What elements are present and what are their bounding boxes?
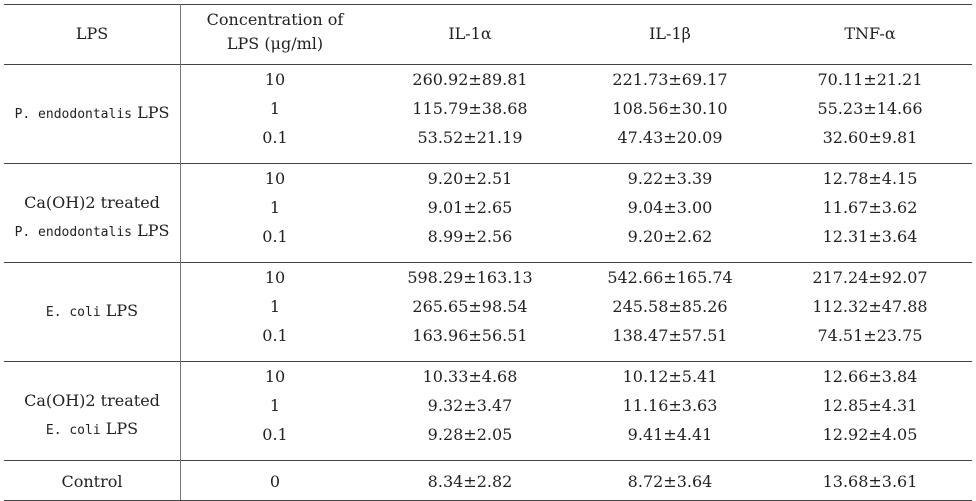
control-il1a: 8.34±2.82 bbox=[427, 472, 513, 491]
cell-conc: 10 bbox=[264, 70, 286, 89]
cell-conc: 1 bbox=[269, 396, 281, 415]
column-divider bbox=[180, 4, 181, 500]
group-bottom-rule bbox=[4, 460, 972, 461]
group-label-organism: P. endodontalis bbox=[14, 106, 132, 122]
cell-conc: 1 bbox=[269, 198, 281, 217]
cell-conc: 0.1 bbox=[262, 425, 288, 444]
group-bottom-rule bbox=[4, 163, 972, 164]
cell-tnfa: 55.23±14.66 bbox=[817, 99, 923, 118]
cell-tnfa: 12.31±3.64 bbox=[822, 227, 918, 246]
header-il1b: IL-1β bbox=[649, 24, 691, 43]
cell-il1a: 260.92±89.81 bbox=[412, 70, 528, 89]
cell-il1a: 9.28±2.05 bbox=[427, 425, 513, 444]
cell-il1b: 138.47±57.51 bbox=[612, 326, 728, 345]
group-label-organism: P. endodontalis bbox=[14, 224, 132, 240]
cell-il1a: 8.99±2.56 bbox=[427, 227, 513, 246]
cell-il1b: 47.43±20.09 bbox=[617, 128, 723, 147]
cell-conc: 0.1 bbox=[262, 326, 288, 345]
group-label-suffix: LPS bbox=[131, 102, 170, 122]
cell-il1a: 9.32±3.47 bbox=[427, 396, 513, 415]
cell-tnfa: 74.51±23.75 bbox=[817, 326, 923, 345]
group-label-suffix: LPS bbox=[100, 418, 139, 438]
group-bottom-rule bbox=[4, 361, 972, 362]
cell-il1a: 53.52±21.19 bbox=[417, 128, 523, 147]
cell-conc: 0.1 bbox=[262, 227, 288, 246]
cell-il1b: 9.22±3.39 bbox=[627, 169, 713, 188]
cell-conc: 0.1 bbox=[262, 128, 288, 147]
cell-tnfa: 217.24±92.07 bbox=[812, 268, 928, 287]
control-label: Control bbox=[61, 472, 123, 491]
cell-il1b: 542.66±165.74 bbox=[607, 268, 733, 287]
cell-il1a: 598.29±163.13 bbox=[407, 268, 533, 287]
group-label-prefix: Ca(OH)2 treated bbox=[24, 390, 160, 410]
cell-conc: 10 bbox=[264, 169, 286, 188]
group-label-suffix: LPS bbox=[131, 220, 170, 240]
group-label-organism: E. coli bbox=[45, 422, 101, 438]
cell-tnfa: 11.67±3.62 bbox=[822, 198, 918, 217]
cell-il1a: 265.65±98.54 bbox=[412, 297, 528, 316]
group-label: E. coli LPS bbox=[4, 301, 180, 323]
cell-il1b: 11.16±3.63 bbox=[622, 396, 718, 415]
cell-il1a: 163.96±56.51 bbox=[412, 326, 528, 345]
header-concentration-line1: Concentration of bbox=[206, 10, 344, 29]
group-label-suffix: LPS bbox=[100, 300, 139, 320]
cell-il1b: 9.04±3.00 bbox=[627, 198, 713, 217]
cell-tnfa: 112.32±47.88 bbox=[812, 297, 928, 316]
cell-tnfa: 12.85±4.31 bbox=[822, 396, 918, 415]
group-label: Ca(OH)2 treated E. coli LPS bbox=[4, 387, 180, 445]
cell-il1a: 9.01±2.65 bbox=[427, 198, 513, 217]
cell-il1a: 9.20±2.51 bbox=[427, 169, 513, 188]
cell-tnfa: 12.78±4.15 bbox=[822, 169, 918, 188]
cell-conc: 1 bbox=[269, 99, 281, 118]
group-label-organism: E. coli bbox=[45, 304, 101, 320]
header-concentration-line2: LPS (μg/ml) bbox=[226, 34, 324, 53]
group-label: Ca(OH)2 treated P. endodontalis LPS bbox=[4, 189, 180, 247]
cell-il1b: 245.58±85.26 bbox=[612, 297, 728, 316]
cell-il1b: 10.12±5.41 bbox=[622, 367, 718, 386]
control-conc: 0 bbox=[269, 472, 281, 491]
header-lps: LPS bbox=[75, 24, 109, 43]
cell-il1b: 108.56±30.10 bbox=[612, 99, 728, 118]
cell-il1b: 9.41±4.41 bbox=[627, 425, 713, 444]
control-tnfa: 13.68±3.61 bbox=[822, 472, 918, 491]
cell-il1b: 221.73±69.17 bbox=[612, 70, 728, 89]
cell-tnfa: 12.92±4.05 bbox=[822, 425, 918, 444]
cell-il1a: 115.79±38.68 bbox=[412, 99, 528, 118]
cell-tnfa: 70.11±21.21 bbox=[817, 70, 923, 89]
header-tnfa: TNF-α bbox=[844, 24, 896, 43]
cell-conc: 10 bbox=[264, 268, 286, 287]
group-label-prefix: Ca(OH)2 treated bbox=[24, 192, 160, 212]
cell-il1b: 9.20±2.62 bbox=[627, 227, 713, 246]
cell-conc: 10 bbox=[264, 367, 286, 386]
cell-tnfa: 12.66±3.84 bbox=[822, 367, 918, 386]
control-il1b: 8.72±3.64 bbox=[627, 472, 713, 491]
header-il1a: IL-1α bbox=[448, 24, 492, 43]
group-label: P. endodontalis LPS bbox=[4, 103, 180, 125]
cell-conc: 1 bbox=[269, 297, 281, 316]
table-top-rule bbox=[4, 4, 972, 5]
group-bottom-rule bbox=[4, 262, 972, 263]
cell-il1a: 10.33±4.68 bbox=[422, 367, 518, 386]
header-bottom-rule bbox=[4, 64, 972, 65]
cell-tnfa: 32.60±9.81 bbox=[822, 128, 918, 147]
